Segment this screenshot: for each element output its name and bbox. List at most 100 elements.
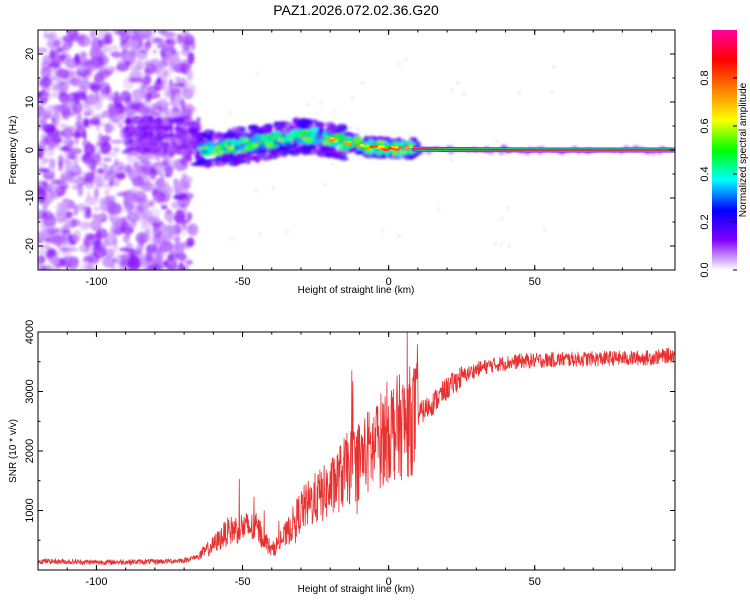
spectrogram-blob: [53, 49, 60, 59]
spectrogram-blob: [272, 151, 285, 158]
colorbar-ticks: 0.0 0.2 0.4 0.6 0.8: [699, 70, 737, 278]
spectrogram-blob: [180, 63, 190, 70]
spectrogram-blob: [305, 146, 312, 155]
spectrogram-blob: [43, 91, 53, 102]
spectrogram-blob: [86, 190, 91, 201]
spectrogram-blob: [90, 43, 103, 50]
spectrogram-blob: [109, 165, 114, 175]
spectrogram-blob: [47, 249, 56, 258]
spectrogram-blob: [140, 224, 154, 232]
spectrogram-blob: [160, 186, 173, 194]
spectrogram-blob: [194, 161, 199, 165]
spectrogram-blob: [340, 149, 345, 157]
spectrogram-blob: [361, 147, 367, 152]
spectrogram-blob: [214, 145, 220, 151]
spectrogram-blob: [314, 121, 325, 127]
spectrogram-blob: [364, 148, 374, 152]
spectrogram-blob: [306, 123, 315, 128]
spectrogram-blob: [116, 172, 126, 180]
spectrogram-blob: [165, 208, 172, 215]
spectrogram-blob: [162, 102, 168, 113]
spectrogram-blob: [66, 247, 79, 252]
spectrogram-blob: [261, 124, 273, 132]
spectrogram-blob: [274, 146, 286, 152]
spectrogram-blob: [507, 243, 511, 247]
spectrogram-blob: [306, 137, 314, 143]
spectrogram-blob: [92, 244, 106, 253]
spectrogram-ridge-spot: [382, 148, 390, 152]
spectrogram-blob: [108, 202, 122, 215]
spectrogram-blob: [404, 57, 408, 61]
spectrogram-blob: [89, 47, 100, 60]
spectrogram-blob: [38, 250, 48, 255]
spectrogram-blob: [357, 149, 362, 155]
spectrogram-blob: [322, 141, 329, 146]
spectrogram-blob: [124, 125, 130, 133]
spectrogram-blob: [112, 146, 120, 154]
spectrogram-blob: [97, 168, 105, 174]
spectrogram-blob: [395, 142, 399, 146]
spectrogram-blob: [140, 181, 153, 192]
spectrogram-blob: [178, 179, 187, 190]
spectrogram-blob: [173, 241, 180, 252]
spectrogram-ridge-spot: [356, 145, 361, 148]
spectrogram-blob: [407, 142, 411, 146]
spectrogram-blob: [59, 123, 68, 130]
spectrogram-blob: [163, 86, 174, 96]
spectrogram-blob: [39, 197, 46, 204]
spectrogram-blob: [71, 218, 77, 228]
spectrogram-blob: [38, 139, 47, 152]
spectrogram-blob: [126, 30, 139, 40]
spectrogram-blob: [168, 117, 178, 125]
spectrogram-blob: [311, 133, 316, 138]
spectrogram-blob: [72, 229, 82, 243]
spectrogram-blob: [43, 33, 56, 41]
spectrogram-blob: [245, 141, 253, 146]
spectrogram-blob: [49, 49, 56, 60]
spectrogram-blob: [251, 136, 261, 141]
spectrogram-blob: [65, 202, 71, 210]
spectrogram-blob: [185, 105, 197, 114]
spectrogram-blob: [78, 220, 91, 231]
spectrogram-blob: [495, 139, 499, 143]
colorbar-label: Normalized spectral amplitude: [738, 82, 749, 217]
spectrogram-blob: [89, 30, 97, 39]
spectrogram-blob: [56, 209, 66, 219]
spectrogram-blob: [164, 234, 171, 248]
spectrogram-blob: [60, 174, 71, 181]
spectrogram-blob: [450, 158, 454, 162]
spectrogram-blob: [159, 177, 165, 187]
spectrogram-blob: [343, 136, 353, 142]
spectrogram-blob: [70, 179, 82, 185]
colorbar-tick-label: 0.2: [699, 214, 711, 229]
spectrogram-blob: [41, 157, 50, 164]
spectrogram-blob: [378, 150, 383, 155]
spectrogram-blob: [187, 52, 195, 65]
spectrogram-blob: [174, 92, 186, 101]
spectrogram-blob: [499, 243, 503, 247]
spectrogram-ridge-spot: [392, 148, 401, 151]
colorbar-tick-label: 0.8: [699, 70, 711, 85]
spectrogram-blob: [139, 163, 153, 176]
spectrogram-blob: [65, 92, 80, 102]
spectrogram-blob: [254, 189, 258, 192]
spectrogram-blob: [229, 144, 235, 150]
spectrogram-blob: [38, 255, 46, 264]
spectrogram-blob: [119, 34, 130, 44]
spectrogram-blob: [180, 264, 190, 270]
spectrogram-blob: [138, 105, 145, 115]
spectrogram-blob: [120, 190, 125, 198]
spectrogram-blob: [93, 206, 100, 212]
snr-series-line: [38, 332, 675, 566]
spectrogram-xtick-label: 0: [386, 276, 392, 288]
spectrogram-blob: [329, 124, 336, 129]
spectrogram-blob: [102, 43, 109, 54]
spectrogram-blob: [381, 229, 385, 233]
spectrogram-blob: [147, 91, 161, 99]
snr-ytick-label: 3000: [24, 379, 36, 403]
spectrogram-blob: [212, 133, 223, 141]
spectrogram-blob: [135, 233, 145, 246]
spectrogram-blob: [127, 257, 142, 270]
spectrogram-blob: [60, 69, 69, 80]
